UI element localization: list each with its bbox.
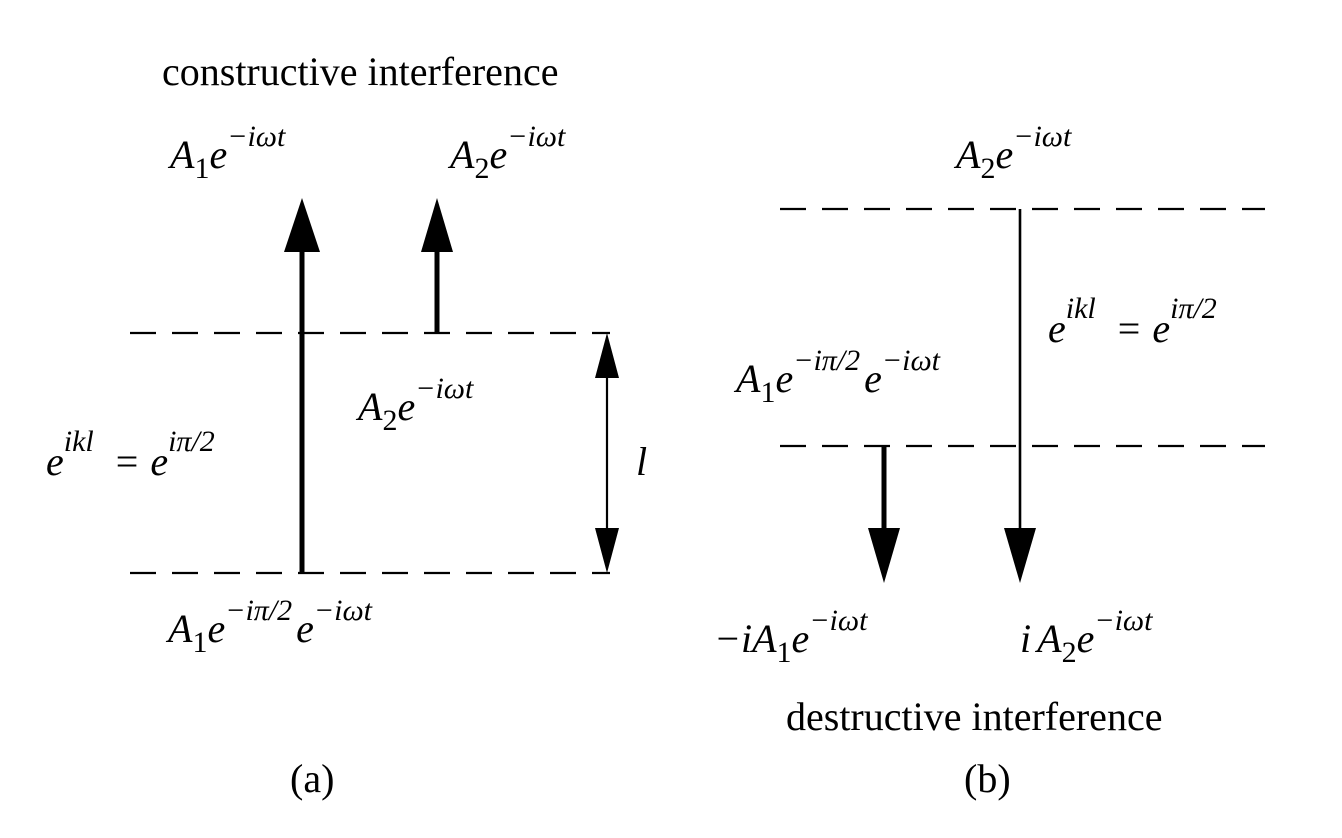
panel-a-wave1-arrow <box>284 198 320 573</box>
panel-b: A2e−iωt eikl = eiπ/2 A1e−iπ/2 e−iωt −iA1e−i… <box>714 120 1265 801</box>
panel-b-wave1-out-label: −iA1e−iωt <box>714 604 868 669</box>
panel-b-wave2-arrow <box>1004 209 1036 583</box>
panel-b-wave2-out-label: i A2e−iωt <box>1020 604 1153 669</box>
panel-a-phase-relation: eikl = eiπ/2 <box>46 425 215 484</box>
panel-a-caption: (a) <box>290 756 334 801</box>
panel-a-length-double-arrow <box>595 333 619 573</box>
panel-b-wave2-top-label: A2e−iωt <box>953 120 1072 185</box>
panel-b-wave1-arrow <box>868 446 900 583</box>
panel-b-title: destructive interference <box>786 694 1162 739</box>
panel-a-wave2-top-label: A2e−iωt <box>447 120 566 185</box>
panel-a: constructive interference A1e−iωt A2e−iω… <box>46 49 647 801</box>
panel-a-wave1-top-label: A1e−iωt <box>167 120 286 185</box>
panel-b-phase-relation: eikl = eiπ/2 <box>1048 292 1217 351</box>
panel-a-length-label: l <box>636 439 647 484</box>
panel-a-wave2-mid-label: A2e−iωt <box>355 372 474 437</box>
panel-a-title: constructive interference <box>162 49 558 94</box>
panel-a-wave1-bottom-label: A1e−iπ/2 e−iωt <box>165 594 373 659</box>
panel-b-wave1-mid-label: A1e−iπ/2 e−iωt <box>733 344 941 409</box>
panel-b-caption: (b) <box>964 756 1011 801</box>
panel-a-wave2-arrow <box>421 198 453 333</box>
